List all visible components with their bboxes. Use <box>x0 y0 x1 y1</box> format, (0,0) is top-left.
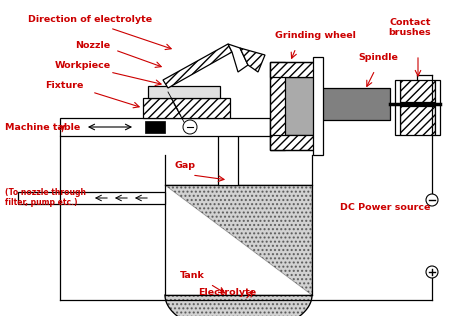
Text: Tank: Tank <box>180 271 205 280</box>
Text: Contact
brushes: Contact brushes <box>389 18 431 37</box>
Bar <box>313 57 323 155</box>
Polygon shape <box>163 44 232 88</box>
Bar <box>145 121 165 133</box>
Bar <box>270 62 285 150</box>
Circle shape <box>426 266 438 278</box>
Polygon shape <box>240 48 265 72</box>
Text: Fixture: Fixture <box>45 81 83 90</box>
Bar <box>395 80 400 135</box>
Text: Machine table: Machine table <box>5 123 80 132</box>
Bar <box>18 192 165 204</box>
Bar <box>270 62 315 77</box>
Bar <box>148 86 220 98</box>
Text: Direction of electrolyte: Direction of electrolyte <box>28 15 152 24</box>
Text: Grinding wheel: Grinding wheel <box>275 31 356 40</box>
Bar <box>278 77 315 135</box>
Text: Workpiece: Workpiece <box>55 61 111 70</box>
Text: DC Power source: DC Power source <box>340 203 430 212</box>
Bar <box>400 106 435 135</box>
Bar <box>270 135 315 150</box>
Text: Gap: Gap <box>175 161 196 170</box>
Bar <box>435 80 440 135</box>
Circle shape <box>426 194 438 206</box>
Polygon shape <box>163 44 232 88</box>
Polygon shape <box>165 185 312 316</box>
Bar <box>315 88 390 120</box>
Text: Nozzle: Nozzle <box>75 41 110 50</box>
Text: Electrolyte: Electrolyte <box>198 288 256 297</box>
Circle shape <box>183 120 197 134</box>
Bar <box>143 98 230 118</box>
Bar <box>270 62 315 150</box>
Bar <box>60 118 270 136</box>
Text: Spindle: Spindle <box>358 53 398 62</box>
Bar <box>218 128 238 185</box>
Polygon shape <box>165 185 312 316</box>
Text: (To nozzle through
filter, pump etc.): (To nozzle through filter, pump etc.) <box>5 188 86 207</box>
Polygon shape <box>228 44 248 72</box>
Bar <box>400 80 435 102</box>
